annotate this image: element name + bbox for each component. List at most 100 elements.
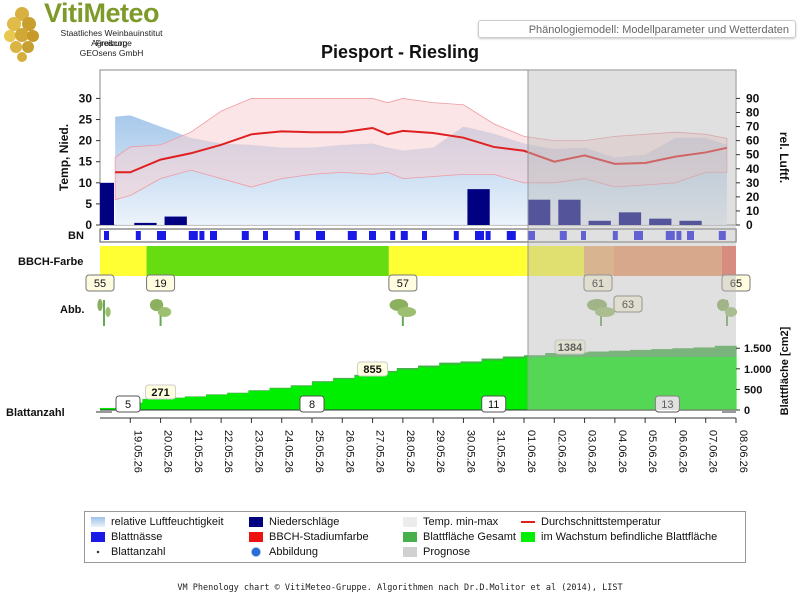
leaf-area-tick-label: 0 — [744, 405, 750, 417]
plant-image — [717, 299, 737, 326]
bbch-row-label: BBCH-Farbe — [18, 256, 83, 268]
plant-image — [149, 299, 172, 326]
leaf-wetness-mark — [634, 231, 643, 240]
right-axis-tick-label: 80 — [746, 106, 760, 120]
plant-leaf — [717, 299, 729, 311]
right-axis-tick-label: 0 — [746, 218, 753, 232]
precip-bar — [618, 212, 642, 225]
right-axis-tick-label: 90 — [746, 91, 760, 105]
leaf-area-tick-label: 1.500 — [744, 343, 772, 355]
bbch-stage-band — [146, 246, 389, 276]
leaf-wetness-mark — [210, 231, 217, 240]
logo-line-3: GEOsens GmbH — [79, 48, 144, 58]
precip-bar — [100, 182, 114, 225]
leaf-wetness-mark — [400, 231, 408, 240]
leaf-wetness-mark — [241, 231, 249, 240]
leaf-area-annotation-box — [554, 339, 586, 355]
leaf-area-growing-bar — [439, 364, 461, 410]
leaf-wetness-mark — [199, 231, 205, 240]
x-axis-date-label: 24.05.26 — [283, 430, 295, 473]
temp-minmax-band — [114, 98, 728, 201]
x-axis-date-label: 02.06.26 — [555, 430, 567, 473]
left-axis-tick-label: 0 — [85, 218, 92, 232]
legend-label: Temp. min-max — [423, 516, 499, 528]
left-axis-tick-label: 25 — [79, 113, 93, 127]
legend-label: BBCH-Stadiumfarbe — [269, 531, 369, 543]
leaf-wetness-mark — [390, 231, 396, 240]
leaf-count-value: 13 — [661, 399, 673, 411]
legend-label: Blattnässe — [111, 531, 163, 543]
leaf-area-growing-bar — [227, 393, 249, 410]
x-axis-date-label: 23.05.26 — [252, 430, 264, 473]
legend-label: Blattfläche Gesamt — [423, 531, 516, 543]
bbch-marker — [721, 274, 751, 292]
leaf-count-marker — [654, 395, 680, 413]
footer-credit: VM Phenology chart © VitiMeteo-Gruppe. A… — [177, 583, 623, 593]
leaf-area-growing-bar — [566, 357, 589, 410]
logo-line-1: Staatliches Weinbauinstitut Freiburg — [60, 28, 163, 48]
leaf-wetness-mark — [104, 231, 109, 240]
leaf-wetness-mark — [475, 231, 484, 240]
precip-bar — [558, 199, 581, 225]
logo-line-2: Agroscope — [91, 38, 132, 48]
left-axis-tick-label: 20 — [79, 134, 93, 148]
legend-label: Durchschnittstemperatur — [541, 516, 661, 528]
legend-label: Niederschläge — [269, 516, 340, 528]
bn-row-label: BN — [68, 230, 84, 242]
leaf-wetness-mark — [453, 231, 459, 240]
x-axis-date-label: 30.05.26 — [464, 430, 476, 473]
leaf-count-value: 11 — [488, 399, 499, 411]
bbch-marker — [613, 295, 643, 313]
chart-title: Piesport - Riesling — [320, 42, 480, 62]
leaf-wetness-mark — [347, 231, 357, 240]
plant-leaf — [97, 299, 103, 311]
bbch-marker-label: 63 — [622, 299, 634, 311]
bbch-stage-band — [722, 246, 736, 276]
legend: relative Luftfeuchtigkeit Niederschläge Te… — [84, 511, 746, 563]
leaf-area-growing-bar — [587, 357, 610, 410]
bbch-stage-band — [388, 246, 584, 276]
leaf-area-annotation: 271 — [151, 387, 169, 399]
leaf-area-growing-bar — [206, 394, 228, 410]
leaf-area-growing-bar — [608, 357, 631, 410]
abb-row-label: Abb. — [60, 304, 84, 316]
leaf-wetness-mark — [559, 231, 567, 240]
mean-temp-line — [115, 126, 728, 174]
precip-bar — [467, 189, 490, 225]
leaf-count-marker — [115, 395, 141, 413]
leaf-area-growing-bar — [248, 391, 271, 410]
x-axis-date-label: 01.06.26 — [525, 430, 537, 473]
bbch-stage-band — [614, 246, 722, 276]
leaf-wetness-row — [99, 228, 737, 243]
left-axis-label: Temp, Nied. — [57, 124, 71, 191]
leaf-area-annotation: 855 — [363, 364, 381, 376]
plant-image — [587, 299, 615, 326]
right-axis-tick-label: 40 — [746, 162, 760, 176]
leaf-wetness-mark — [316, 231, 325, 240]
x-axis-date-label: 21.05.26 — [192, 430, 204, 473]
leaf-wetness-mark — [294, 231, 300, 240]
x-axis-date-label: 28.05.26 — [404, 430, 416, 473]
x-axis-date-label: 31.05.26 — [495, 430, 507, 473]
leaf-count-value: 8 — [309, 399, 315, 411]
plant-leaf — [149, 299, 164, 311]
legend-symbol — [521, 517, 535, 527]
x-axis-date-label: 04.06.26 — [616, 430, 628, 473]
precip-bar — [679, 220, 702, 225]
leaf-area-growing-bar — [333, 379, 355, 410]
leaf-area-tick-label: 1.000 — [744, 364, 772, 376]
legend-symbol — [249, 532, 263, 542]
leaf-area-growing-bar — [375, 372, 398, 410]
x-axis-date-label: 19.05.26 — [131, 430, 143, 473]
leaf-wetness-mark — [157, 231, 166, 240]
leaf-area-growing-bar — [142, 399, 165, 410]
leaf-area-growing-bar — [100, 408, 122, 410]
x-axis-date-label: 20.05.26 — [162, 430, 174, 473]
legend-label: Blattanzahl — [111, 546, 166, 558]
logo-title: VitiMeteo — [44, 0, 160, 28]
legend-symbol — [91, 547, 105, 557]
leaf-area-growing-bar — [630, 357, 652, 410]
leaf-area-annotation: 1384 — [558, 342, 583, 354]
leaf-area-tick-label: 500 — [744, 384, 762, 396]
leaf-area-growing-bar — [545, 357, 567, 410]
